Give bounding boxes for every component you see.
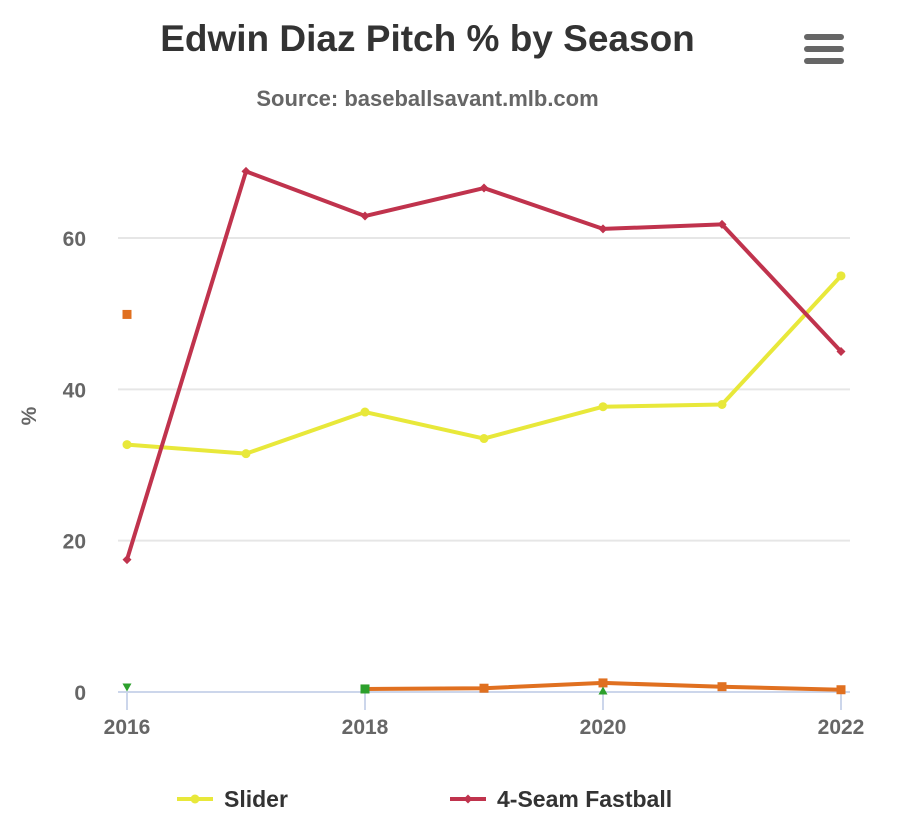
- y-tick-label: 40: [63, 379, 86, 402]
- hamburger-menu-icon[interactable]: [804, 34, 844, 68]
- data-point: [479, 183, 489, 193]
- legend-label: Slider: [224, 786, 288, 812]
- data-point: [598, 686, 608, 695]
- data-point: [241, 166, 251, 176]
- legend[interactable]: Slider 4-Seam Fastball: [177, 786, 672, 812]
- y-tick-label: 0: [74, 682, 86, 705]
- series-minor-4: [122, 683, 132, 692]
- data-point: [360, 211, 370, 221]
- series-minor-6: [598, 686, 608, 695]
- data-point: [122, 440, 132, 450]
- data-point: [598, 678, 608, 688]
- legend-item-4-seam-fastball[interactable]: 4-Seam Fastball: [450, 786, 672, 812]
- data-point: [598, 402, 608, 412]
- x-tick-label: 2022: [818, 716, 865, 739]
- series-group: [122, 166, 846, 695]
- data-point: [598, 224, 608, 234]
- legend-item-slider[interactable]: Slider: [177, 786, 288, 812]
- chart-title: Edwin Diaz Pitch % by Season: [160, 18, 695, 59]
- data-point: [836, 347, 846, 356]
- series-minor-5: [360, 684, 370, 694]
- data-point: [122, 309, 132, 319]
- series-line: [125, 169, 843, 562]
- menu-bar: [804, 46, 844, 52]
- data-point: [717, 219, 727, 229]
- data-point: [717, 682, 727, 692]
- data-point: [479, 434, 489, 444]
- grid-lines: [118, 237, 850, 693]
- y-tick-label: 60: [63, 228, 86, 251]
- series-4-seam-fastball: [122, 166, 846, 565]
- series-slider: [122, 271, 846, 459]
- chart-subtitle: Source: baseballsavant.mlb.com: [256, 86, 599, 111]
- legend-label: 4-Seam Fastball: [497, 786, 672, 812]
- data-point: [360, 407, 370, 417]
- x-tick-label: 2018: [342, 716, 389, 739]
- series-line: [125, 273, 843, 456]
- data-point: [836, 685, 846, 695]
- x-axis: 2016 2018 2020 2022: [104, 692, 865, 739]
- data-point: [836, 271, 846, 281]
- data-point: [122, 683, 132, 692]
- data-point: [241, 449, 251, 459]
- series-minor-3: [122, 309, 132, 319]
- data-point: [717, 399, 727, 409]
- data-point: [360, 684, 370, 694]
- y-axis: 0 20 40 60: [63, 228, 86, 705]
- menu-bar: [804, 58, 844, 64]
- x-tick-label: 2016: [104, 716, 151, 739]
- data-point: [463, 794, 473, 804]
- data-point: [122, 555, 132, 565]
- menu-bar: [804, 34, 844, 40]
- data-point: [479, 683, 489, 693]
- y-axis-label: %: [18, 406, 41, 425]
- y-tick-label: 20: [63, 531, 86, 554]
- data-point: [190, 794, 200, 804]
- x-tick-label: 2020: [580, 716, 627, 739]
